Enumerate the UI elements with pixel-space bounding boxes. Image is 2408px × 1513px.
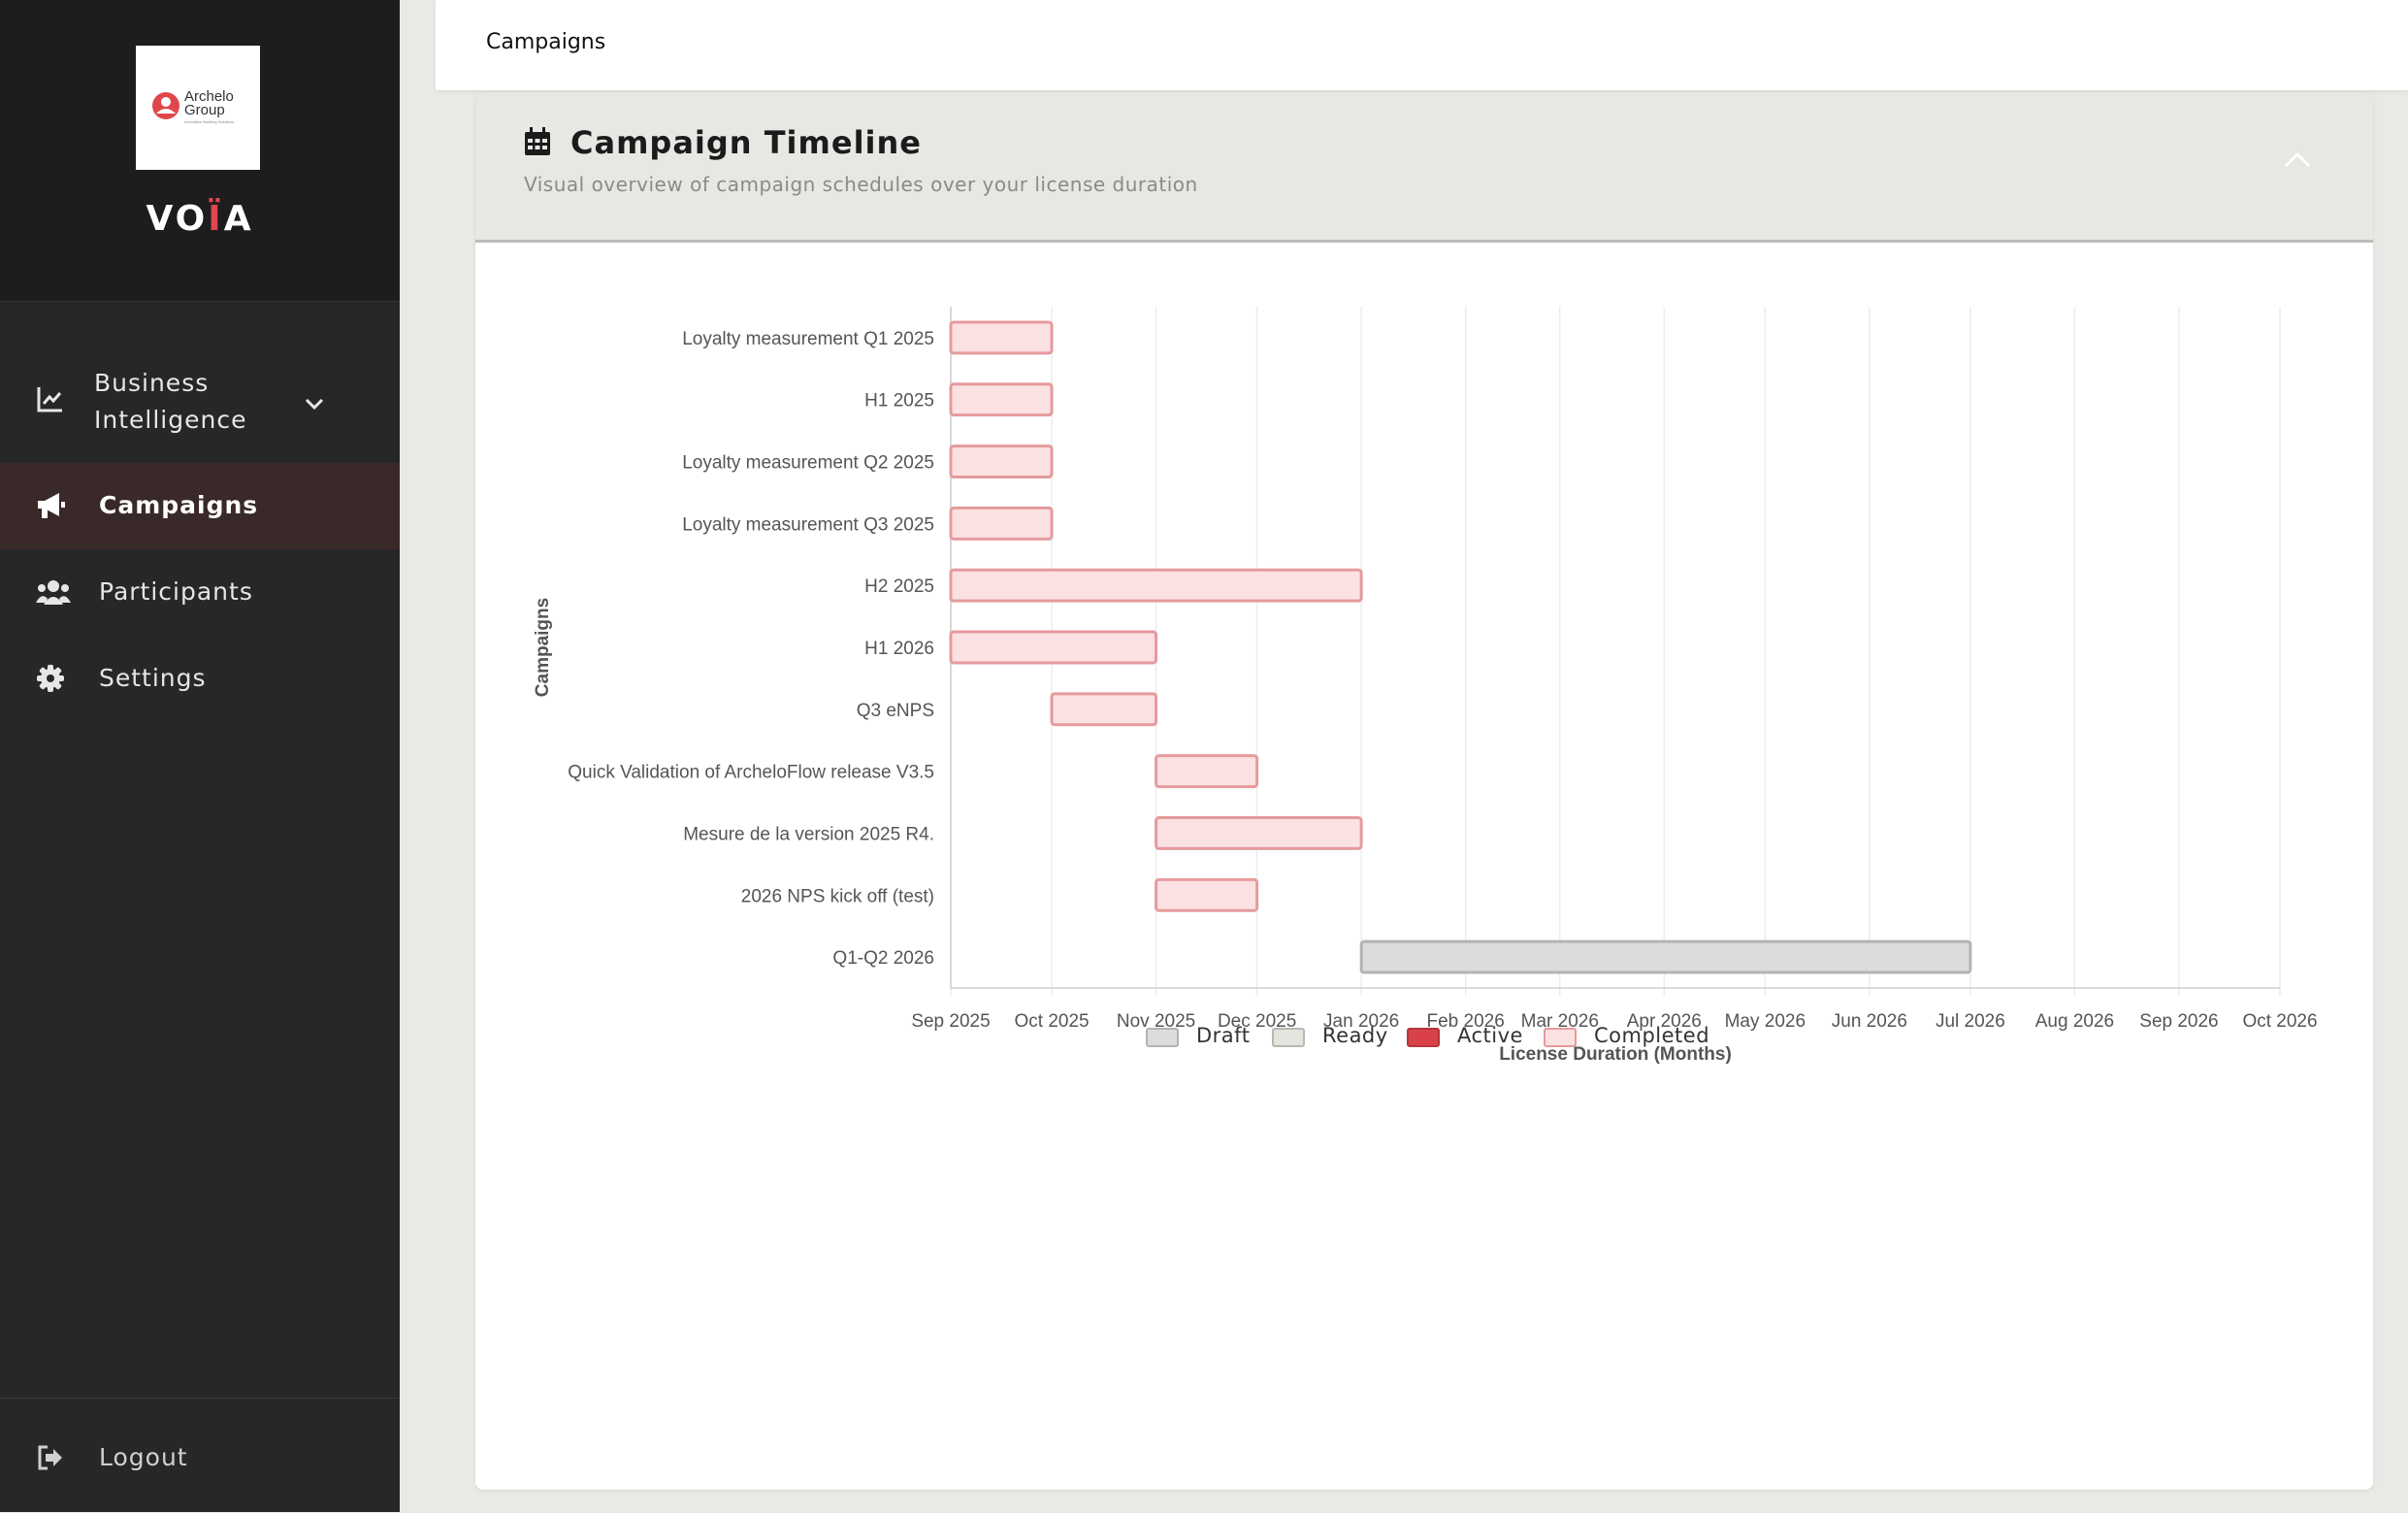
sidebar-item-label: Settings [99,664,207,692]
gantt-bar [1155,816,1363,850]
app-name: VOÏA [146,199,254,239]
x-tick-label: Feb 2026 [1427,1011,1505,1032]
svg-text:Group: Group [184,102,225,118]
sidebar-item-campaigns[interactable]: Campaigns [0,463,400,549]
sidebar-footer: Logout [0,1398,400,1513]
x-tick-label: Dec 2025 [1218,1011,1296,1032]
gantt-bar [1050,692,1158,727]
x-tick-label: Jan 2026 [1323,1011,1399,1032]
sidebar-item-label: Participants [99,577,253,606]
logout-label: Logout [99,1443,188,1471]
logout-icon [36,1443,65,1478]
gantt-bar [949,568,1363,603]
gantt-bar [949,630,1158,665]
gear-icon [36,664,65,699]
x-axis-title: License Duration (Months) [1499,1044,1732,1065]
logout-button[interactable]: Logout [0,1426,400,1490]
x-tick-label: Sep 2026 [2139,1011,2218,1032]
legend-swatch [1272,1028,1305,1047]
chart-legend: Draft Ready Active Completed [0,1024,2408,1057]
gantt-bar [949,506,1054,541]
gantt-bar [949,382,1054,417]
gantt-bar [1155,877,1259,912]
legend-label: Draft [1196,1024,1251,1047]
sidebar: Archelo Group Innovative Building Soluti… [0,0,400,1512]
x-tick-label: Oct 2026 [2242,1011,2317,1032]
gantt-bar [1155,754,1259,789]
y-tick-label: Q1-Q2 2026 [832,948,934,969]
card-title: Campaign Timeline [570,124,922,161]
y-tick-label: Quick Validation of ArcheloFlow release … [568,763,934,783]
legend-swatch [1146,1028,1179,1047]
svg-text:Archelo: Archelo [184,88,234,105]
x-tick-label: May 2026 [1725,1011,1806,1032]
x-tick-label: Oct 2025 [1014,1011,1089,1032]
legend-label: Completed [1594,1024,1710,1047]
users-icon [36,577,71,612]
gantt-bar [949,444,1054,479]
page-title: Campaigns [486,30,606,54]
x-tick-label: Apr 2026 [1627,1011,1702,1032]
legend-swatch [1544,1028,1577,1047]
chevron-down-icon[interactable] [304,389,325,417]
sidebar-item-participants[interactable]: Participants [0,560,400,624]
sidebar-item-settings[interactable]: Settings [0,646,400,710]
x-tick-label: Mar 2026 [1521,1011,1599,1032]
svg-text:Innovative Building Solutions: Innovative Building Solutions [184,119,234,124]
y-tick-label: Loyalty measurement Q2 2025 [682,453,934,474]
y-tick-label: Mesure de la version 2025 R4. [683,824,934,844]
collapse-chevron-up-icon[interactable] [2282,146,2313,175]
x-tick-label: Jun 2026 [1832,1011,1907,1032]
x-tick-label: Nov 2025 [1117,1011,1195,1032]
legend-label: Ready [1322,1024,1388,1047]
gantt-bar [949,320,1054,355]
sidebar-item-label: Business Intelligence [94,369,247,434]
campaign-timeline-card: Campaign Timeline Visual overview of cam… [475,92,2373,1490]
y-tick-label: H1 2025 [864,391,934,411]
y-tick-label: Q3 eNPS [857,701,934,721]
brand-area: Archelo Group Innovative Building Soluti… [0,0,400,302]
x-tick-label: Aug 2026 [2035,1011,2114,1032]
card-header: Campaign Timeline Visual overview of cam… [475,92,2373,243]
y-axis-title: Campaigns [533,598,553,697]
y-tick-label: H1 2026 [864,639,934,659]
y-tick-label: 2026 NPS kick off (test) [741,886,934,906]
top-bar: Campaigns [436,0,2408,90]
card-subtitle: Visual overview of campaign schedules ov… [524,173,1198,196]
company-logo[interactable]: Archelo Group Innovative Building Soluti… [136,46,260,170]
x-tick-label: Jul 2026 [1936,1011,2005,1032]
gantt-bar [1359,939,1972,974]
y-tick-label: H2 2025 [864,576,934,597]
y-tick-label: Loyalty measurement Q3 2025 [682,514,934,535]
legend-swatch [1407,1028,1440,1047]
sidebar-item-label: Campaigns [99,491,259,519]
legend-label: Active [1457,1024,1523,1047]
y-tick-label: Loyalty measurement Q1 2025 [682,329,934,349]
chart-line-icon [36,384,65,419]
sidebar-item-business-intelligence[interactable]: Business Intelligence [0,357,400,444]
calendar-icon [524,127,551,160]
megaphone-icon [36,491,67,526]
archelo-logo-icon: Archelo Group Innovative Building Soluti… [152,88,234,124]
x-tick-label: Sep 2025 [911,1011,990,1032]
